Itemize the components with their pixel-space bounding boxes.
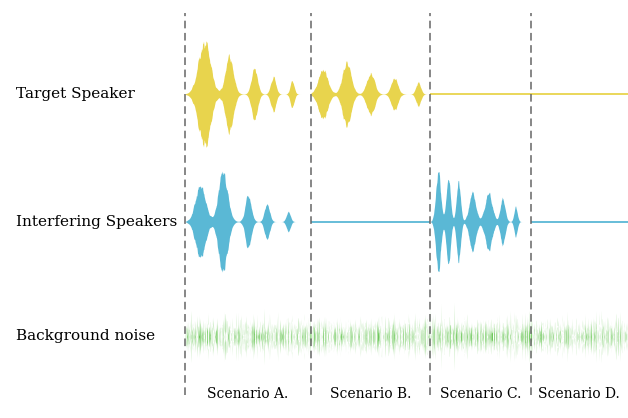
Text: Scenario A.: Scenario A. (207, 387, 289, 401)
Text: Interfering Speakers: Interfering Speakers (16, 214, 177, 229)
Text: Scenario D.: Scenario D. (538, 387, 620, 401)
Text: Scenario C.: Scenario C. (440, 387, 521, 401)
Text: Target Speaker: Target Speaker (16, 87, 134, 101)
Text: Scenario B.: Scenario B. (330, 387, 411, 401)
Text: Background noise: Background noise (16, 329, 155, 344)
